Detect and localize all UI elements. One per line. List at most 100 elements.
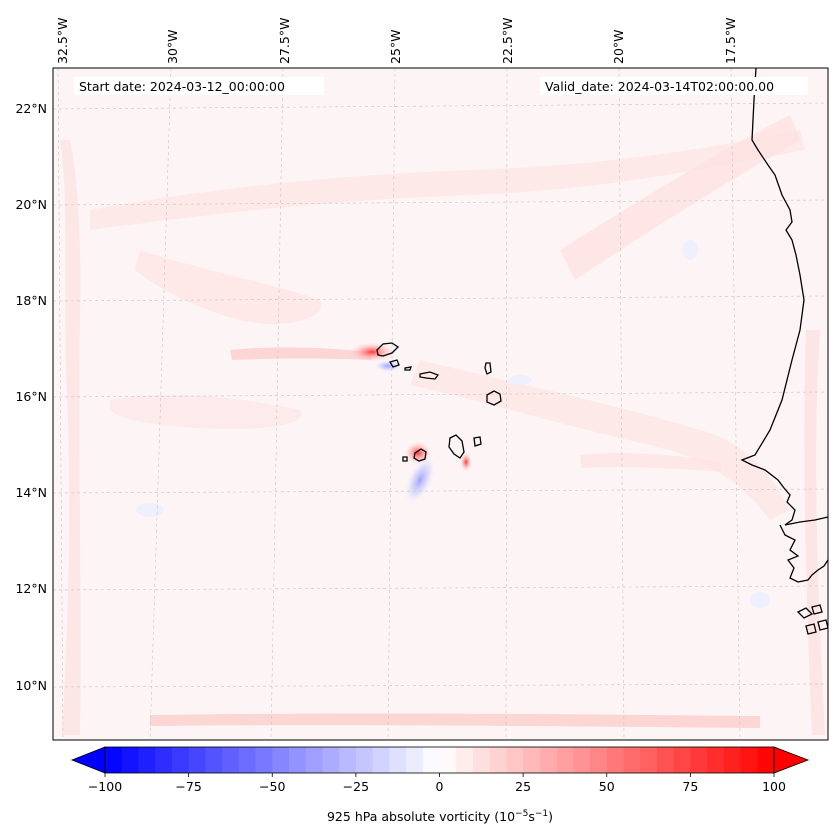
island-santa-luzia <box>404 366 412 371</box>
colorbar-tick-label: 100 <box>762 779 786 794</box>
map-panel: Start date: 2024-03-12_00:00:00 Valid_da… <box>52 67 829 741</box>
colorbar-cell <box>372 747 390 773</box>
colorbar-cell <box>138 747 156 773</box>
colorbar-ticks: −100 −75 −50 −25 0 25 50 75 100 <box>88 773 786 794</box>
lon-label: 20°W <box>611 29 626 64</box>
colorbar-cell <box>623 747 641 773</box>
colorbar-cell <box>422 747 441 773</box>
valid-date-text: Valid_date: 2024-03-14T02:00:00.00 <box>545 79 774 94</box>
colorbar-cell <box>472 747 491 773</box>
colorbar-cell <box>606 747 624 773</box>
lat-label: 18°N <box>15 293 47 308</box>
colorbar-tick-label: −25 <box>343 779 369 794</box>
vorticity-band <box>150 713 760 728</box>
colorbar-cell <box>288 747 307 773</box>
map-frame <box>52 67 829 741</box>
colorbar-cell <box>456 747 474 773</box>
colorbar-tick-label: −75 <box>175 779 201 794</box>
colorbar-extend-low <box>70 746 106 774</box>
colorbar-cell <box>355 747 374 773</box>
colorbar-tick-label: −50 <box>259 779 285 794</box>
lat-label: 20°N <box>15 197 47 212</box>
longitude-labels: 32.5°W 30°W 27.5°W 25°W 22.5°W 20°W 17.5… <box>55 18 738 64</box>
colorbar-tick-label: 25 <box>515 779 531 794</box>
vorticity-band <box>90 130 805 230</box>
graticule <box>53 68 828 740</box>
negative-vorticity-patch <box>136 503 164 517</box>
valid-date-box <box>540 77 808 95</box>
colorbar-tick-label: −100 <box>88 779 122 794</box>
colorbar-cell <box>690 747 708 773</box>
colorbar-cell <box>188 747 206 773</box>
colorbar-cell <box>238 747 257 773</box>
colorbar-cell <box>673 747 691 773</box>
colorbar-cell <box>590 747 608 773</box>
colorbar-cell <box>556 747 574 773</box>
island-fogo <box>413 448 427 462</box>
colorbar-cell <box>757 747 775 773</box>
colorbar-cell <box>406 747 424 773</box>
negative-vorticity-patch <box>508 375 532 385</box>
colorbar-cell <box>339 747 357 773</box>
island-sal <box>484 362 492 375</box>
colorbar-cell <box>489 747 507 773</box>
african-coastline-south <box>779 524 828 583</box>
island-brava <box>402 456 408 462</box>
colorbar-label: 925 hPa absolute vorticity (10−5s−1) <box>327 809 553 824</box>
colorbar-cell <box>205 747 223 773</box>
colorbar-cell <box>707 747 725 773</box>
colorbar-cell <box>105 747 123 773</box>
colorbar-cells <box>105 747 775 773</box>
lat-label: 22°N <box>15 101 47 116</box>
colorbar-cell <box>171 747 190 773</box>
colorbar-cell <box>305 747 323 773</box>
african-coastline <box>740 68 828 526</box>
lat-label: 14°N <box>15 485 47 500</box>
vorticity-band <box>110 394 302 430</box>
negative-vorticity-patch <box>750 592 770 608</box>
island-boa-vista <box>486 390 502 406</box>
lon-label: 30°W <box>165 29 180 64</box>
colorbar-cell <box>523 747 541 773</box>
coastlines <box>376 68 828 635</box>
island-maio <box>473 436 482 447</box>
vorticity-band <box>230 347 372 360</box>
start-date-box <box>74 77 324 95</box>
colorbar-cell <box>506 747 524 773</box>
wake-positive-santo-antao <box>348 342 396 362</box>
lon-label: 22.5°W <box>500 18 515 64</box>
bijagos-islands <box>796 604 828 635</box>
colorbar-cell <box>439 747 457 773</box>
colorbar-cell <box>740 747 758 773</box>
lon-label: 25°W <box>388 29 403 64</box>
colorbar-extend-high <box>773 746 810 774</box>
colorbar-cell <box>322 747 340 773</box>
island-santo-antao <box>376 342 400 357</box>
island-santiago <box>448 434 465 459</box>
lat-label: 12°N <box>15 581 47 596</box>
lon-label: 17.5°W <box>723 18 738 64</box>
island-sao-nicolau <box>419 371 440 380</box>
colorbar-cell <box>656 747 675 773</box>
colorbar-tick-label: 0 <box>436 779 444 794</box>
colorbar-cell <box>272 747 290 773</box>
island-sao-vicente <box>389 359 400 368</box>
colorbar-cell <box>723 747 742 773</box>
colorbar-cell <box>640 747 658 773</box>
wake-negative-fogo <box>404 455 436 505</box>
vorticity-band <box>60 140 81 735</box>
vorticity-band <box>135 250 322 324</box>
wake-negative-santo-antao <box>374 360 402 372</box>
vorticity-band <box>580 452 722 472</box>
colorbar-tick-label: 75 <box>682 779 698 794</box>
colorbar-cell <box>573 747 591 773</box>
colorbar-cell <box>389 747 407 773</box>
lon-label: 32.5°W <box>55 18 70 64</box>
wake-positive-santiago <box>460 452 472 472</box>
colorbar-cell <box>155 747 173 773</box>
colorbar-cell <box>255 747 273 773</box>
lon-label: 27.5°W <box>277 18 292 64</box>
colorbar-cell <box>222 747 240 773</box>
start-date-text: Start date: 2024-03-12_00:00:00 <box>79 79 285 94</box>
